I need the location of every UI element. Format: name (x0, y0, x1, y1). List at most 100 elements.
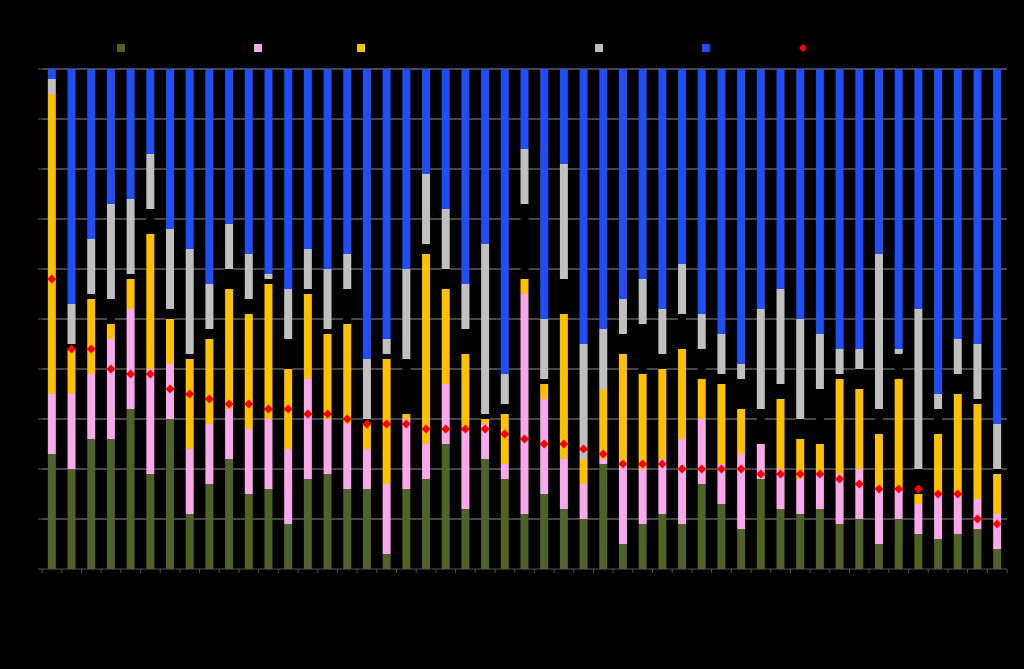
bar-segment (461, 284, 470, 329)
bar-segment (894, 354, 903, 379)
bar-segment (382, 69, 391, 339)
marker (854, 479, 864, 489)
bar-segment (382, 484, 391, 554)
marker (874, 484, 884, 494)
bar-segment (185, 69, 194, 249)
bar-segment (146, 154, 155, 209)
bar-segment (914, 309, 923, 469)
marker (283, 404, 293, 414)
bar-segment (776, 399, 785, 469)
marker (244, 399, 254, 409)
bar-segment (461, 429, 470, 509)
bar-segment (343, 254, 352, 289)
bar-segment (87, 239, 96, 294)
bar-segment (855, 519, 864, 569)
bar-segment (500, 69, 509, 374)
bar-segment (225, 69, 234, 224)
marker (894, 484, 904, 494)
bar-segment (874, 434, 883, 489)
bar-segment (481, 69, 490, 244)
bar-segment (362, 359, 371, 419)
bar-segment (481, 244, 490, 414)
bar-segment (638, 324, 647, 374)
bar-segment (697, 419, 706, 484)
bar-segment (934, 69, 943, 394)
bar-segment (776, 384, 785, 399)
bar-segment (756, 444, 765, 479)
bar-segment (461, 69, 470, 284)
bar-segment (855, 349, 864, 369)
bar-segment (225, 459, 234, 569)
bar-segment (993, 69, 1002, 424)
marker (756, 469, 766, 479)
marker (638, 459, 648, 469)
legend-swatch (702, 44, 710, 52)
bar-segment (205, 484, 214, 569)
marker (342, 414, 352, 424)
bar-segment (737, 364, 746, 379)
bar-segment (225, 224, 234, 269)
bar-segment (658, 354, 667, 369)
bar-segment (874, 409, 883, 434)
marker (303, 409, 313, 419)
marker (972, 514, 982, 524)
bar-segment (205, 284, 214, 329)
bar-segment (894, 349, 903, 354)
bar-segment (993, 469, 1002, 474)
bar-segment (323, 329, 332, 334)
bar-segment (303, 69, 312, 249)
bar-segment (737, 69, 746, 364)
bar-segment (67, 304, 76, 344)
bar-segment (776, 509, 785, 569)
bar-segment (973, 344, 982, 399)
bar-segment (697, 314, 706, 349)
bar-segment (106, 69, 115, 204)
bar-segment (855, 69, 864, 349)
bar-segment (835, 524, 844, 569)
bar-segment (599, 69, 608, 329)
bar-segment (47, 394, 56, 454)
bar-segment (205, 339, 214, 424)
marker (815, 469, 825, 479)
bar-segment (382, 554, 391, 569)
bar-segment (225, 269, 234, 289)
bar-segment (303, 479, 312, 569)
bar-segment (343, 489, 352, 569)
bar-segment (205, 424, 214, 484)
marker (263, 404, 273, 414)
bar-segment (756, 309, 765, 409)
bar-segment (67, 394, 76, 469)
marker (401, 419, 411, 429)
bar-segment (185, 354, 194, 359)
bar-segment (658, 514, 667, 569)
bar-segment (914, 69, 923, 309)
bar-segment (106, 339, 115, 439)
bar-segment (520, 279, 529, 294)
marker (953, 489, 963, 499)
marker (460, 424, 470, 434)
bar-segment (166, 309, 175, 319)
bar-segment (244, 299, 253, 314)
bar-segment (264, 489, 273, 569)
bar-segment (874, 489, 883, 544)
bar-segment (461, 509, 470, 569)
bar-segment (914, 494, 923, 504)
bar-segment (225, 409, 234, 459)
bar-segment (559, 509, 568, 569)
bar-segment (579, 459, 588, 484)
bar-segment (244, 69, 253, 254)
bar-segment (894, 489, 903, 519)
marker (86, 344, 96, 354)
marker (185, 389, 195, 399)
bar-segment (914, 504, 923, 534)
bar-segment (402, 69, 411, 269)
bar-segment (166, 69, 175, 229)
bar-segment (422, 244, 431, 254)
bar-segment (993, 514, 1002, 549)
marker (539, 439, 549, 449)
marker (382, 419, 392, 429)
bar-segment (678, 524, 687, 569)
bar-segment (402, 419, 411, 489)
bar-segment (638, 524, 647, 569)
bar-segment (244, 314, 253, 429)
